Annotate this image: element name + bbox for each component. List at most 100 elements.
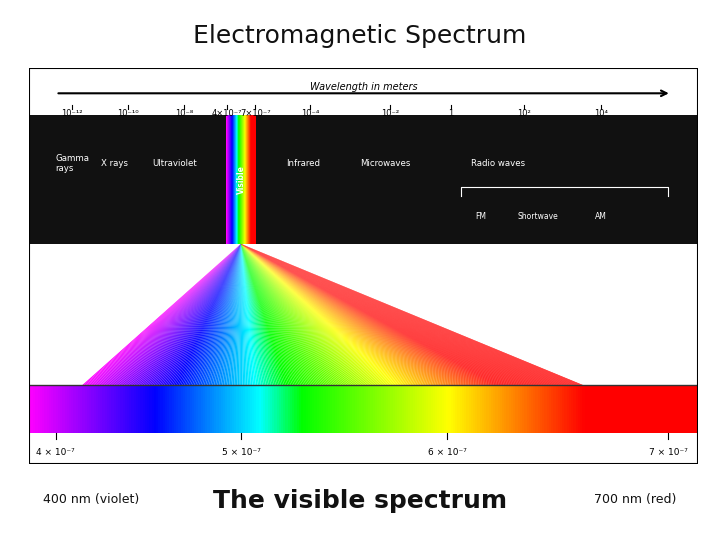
- Polygon shape: [147, 244, 241, 433]
- Polygon shape: [241, 244, 674, 433]
- Polygon shape: [241, 244, 654, 433]
- Polygon shape: [60, 244, 240, 433]
- Bar: [573, 385, 576, 433]
- Polygon shape: [174, 244, 241, 433]
- Polygon shape: [241, 244, 618, 433]
- Bar: [91, 385, 94, 433]
- Bar: [680, 385, 683, 433]
- Bar: [629, 385, 631, 433]
- Bar: [120, 385, 122, 433]
- Polygon shape: [185, 244, 241, 433]
- Bar: [386, 385, 388, 433]
- Polygon shape: [40, 244, 240, 433]
- Polygon shape: [241, 244, 477, 433]
- Bar: [433, 385, 435, 433]
- Polygon shape: [241, 244, 321, 433]
- Polygon shape: [241, 244, 471, 433]
- Bar: [47, 385, 49, 433]
- Polygon shape: [53, 244, 240, 433]
- Polygon shape: [49, 244, 240, 433]
- Polygon shape: [140, 244, 241, 433]
- Polygon shape: [82, 244, 240, 433]
- Bar: [384, 385, 386, 433]
- Polygon shape: [241, 244, 294, 433]
- Polygon shape: [241, 244, 303, 433]
- Bar: [500, 385, 502, 433]
- Bar: [477, 385, 480, 433]
- Polygon shape: [241, 244, 372, 433]
- Bar: [462, 385, 464, 433]
- Bar: [232, 115, 233, 244]
- Bar: [623, 385, 625, 433]
- Polygon shape: [241, 244, 605, 433]
- Bar: [246, 115, 247, 244]
- Bar: [176, 385, 179, 433]
- Bar: [134, 385, 136, 433]
- Bar: [339, 385, 341, 433]
- Bar: [240, 385, 243, 433]
- Bar: [246, 385, 248, 433]
- Bar: [221, 385, 223, 433]
- Bar: [308, 385, 310, 433]
- Polygon shape: [241, 244, 484, 433]
- Text: 10⁻⁴: 10⁻⁴: [301, 109, 319, 118]
- Polygon shape: [241, 244, 665, 433]
- Polygon shape: [127, 244, 240, 433]
- Polygon shape: [241, 244, 513, 433]
- Bar: [234, 115, 235, 244]
- Polygon shape: [241, 244, 662, 433]
- Bar: [279, 385, 281, 433]
- Polygon shape: [241, 244, 595, 433]
- Polygon shape: [100, 244, 240, 433]
- Polygon shape: [201, 244, 241, 433]
- Bar: [255, 115, 256, 244]
- Polygon shape: [241, 244, 266, 433]
- Polygon shape: [241, 244, 270, 433]
- Bar: [328, 385, 330, 433]
- Bar: [627, 385, 629, 433]
- Bar: [185, 385, 187, 433]
- Bar: [625, 385, 627, 433]
- Bar: [540, 385, 542, 433]
- Bar: [607, 385, 609, 433]
- Polygon shape: [238, 244, 241, 433]
- Polygon shape: [241, 244, 678, 433]
- Polygon shape: [165, 244, 241, 433]
- Bar: [471, 385, 473, 433]
- Bar: [375, 385, 377, 433]
- Bar: [355, 385, 357, 433]
- Bar: [553, 385, 556, 433]
- Polygon shape: [241, 244, 694, 433]
- Bar: [226, 115, 228, 244]
- Polygon shape: [241, 244, 518, 433]
- Bar: [605, 385, 607, 433]
- Bar: [65, 385, 67, 433]
- Bar: [560, 385, 562, 433]
- Polygon shape: [241, 244, 312, 433]
- Polygon shape: [241, 244, 534, 433]
- Bar: [214, 385, 216, 433]
- Bar: [312, 385, 315, 433]
- Bar: [245, 115, 246, 244]
- Bar: [467, 385, 469, 433]
- Bar: [413, 385, 415, 433]
- Bar: [174, 385, 176, 433]
- Bar: [228, 115, 229, 244]
- Bar: [589, 385, 591, 433]
- Bar: [361, 385, 364, 433]
- Polygon shape: [241, 244, 645, 433]
- Polygon shape: [241, 244, 634, 433]
- Bar: [484, 385, 487, 433]
- Text: Electromagnetic Spectrum: Electromagnetic Spectrum: [193, 24, 527, 48]
- Bar: [611, 385, 613, 433]
- Bar: [78, 385, 80, 433]
- Polygon shape: [179, 244, 241, 433]
- Polygon shape: [241, 244, 698, 433]
- Polygon shape: [122, 244, 240, 433]
- Bar: [453, 385, 455, 433]
- Polygon shape: [241, 244, 444, 433]
- Polygon shape: [241, 244, 589, 433]
- Bar: [292, 385, 294, 433]
- Polygon shape: [241, 244, 652, 433]
- Polygon shape: [102, 244, 240, 433]
